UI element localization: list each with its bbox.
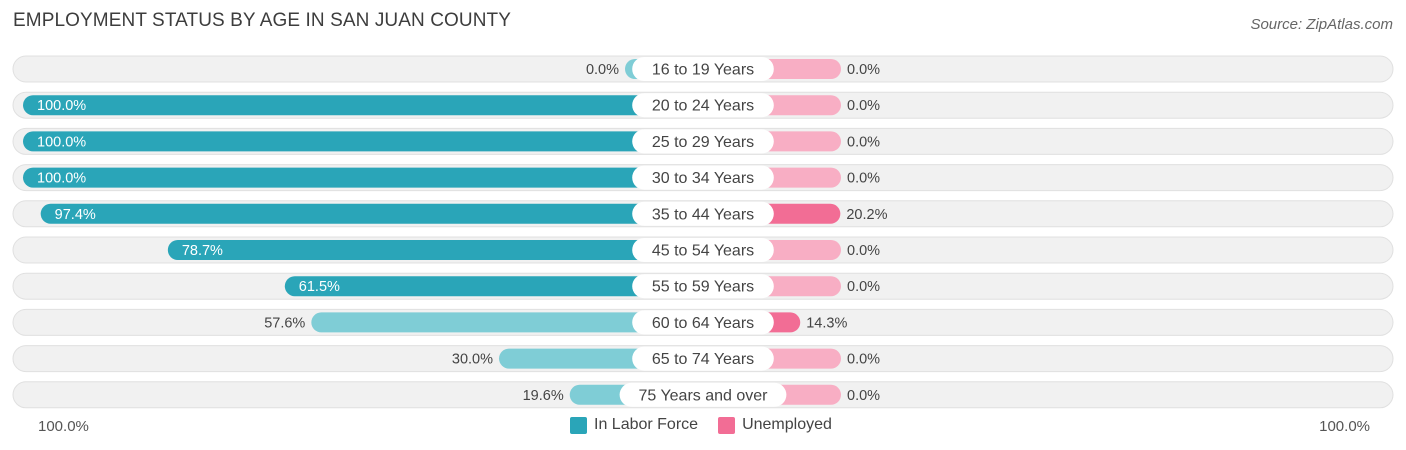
unemployed-value-label-9: 0.0%	[847, 352, 880, 368]
chart-svg: 16 to 19 Years 0.0% 0.0% 20 to 24 Years 100.…	[12, 55, 1394, 409]
labor-bar-3	[23, 131, 703, 152]
labor-value-label-1: 0.0%	[586, 62, 619, 78]
labor-value-label-2: 100.0%	[37, 98, 86, 114]
category-label-8: 60 to 64 Years	[652, 315, 754, 332]
legend-label-labor: In Labor Force	[594, 416, 699, 433]
labor-bar-2	[23, 95, 703, 116]
unemployed-value-label-4: 0.0%	[847, 171, 880, 187]
category-pill-9	[632, 346, 774, 371]
category-label-3: 25 to 29 Years	[652, 134, 754, 151]
labor-value-label-5: 97.4%	[55, 207, 96, 223]
labor-value-label-10: 19.6%	[523, 388, 564, 404]
labor-bar-5	[40, 203, 704, 224]
labor-bar-6	[167, 240, 704, 260]
category-pill-6	[632, 238, 774, 262]
category-label-7: 55 to 59 Years	[652, 279, 754, 296]
axis-left-label: 100.0%	[38, 418, 89, 435]
unemployed-value-label-6: 0.0%	[847, 243, 880, 259]
unemployed-value-label-7: 0.0%	[847, 279, 880, 295]
labor-value-label-4: 100.0%	[37, 171, 86, 187]
unemployed-value-label-3: 0.0%	[847, 134, 880, 150]
category-pill-5	[632, 201, 774, 226]
category-label-10: 75 Years and over	[639, 387, 769, 404]
category-pill-7	[632, 274, 774, 299]
category-pill-4	[632, 165, 774, 190]
legend-item-labor: In Labor Force	[570, 416, 698, 434]
unemployed-value-label-8: 14.3%	[806, 315, 847, 331]
category-label-6: 45 to 54 Years	[652, 243, 754, 260]
category-pill-8	[632, 310, 774, 335]
labor-value-label-7: 61.5%	[299, 279, 340, 295]
category-label-5: 35 to 44 Years	[652, 206, 754, 223]
category-label-9: 65 to 74 Years	[652, 351, 754, 368]
chart-title: EMPLOYMENT STATUS BY AGE IN SAN JUAN COU…	[13, 10, 512, 31]
unemployed-value-label-5: 20.2%	[846, 207, 887, 223]
unemployed-value-label-1: 0.0%	[847, 62, 880, 78]
legend-label-unemployed: Unemployed	[742, 416, 832, 433]
category-label-2: 20 to 24 Years	[652, 98, 754, 115]
axis-right-label: 100.0%	[1319, 418, 1370, 435]
labor-bar-7	[284, 276, 703, 297]
category-pill-1	[632, 57, 774, 81]
labor-value-label-8: 57.6%	[264, 315, 305, 331]
legend-item-unemployed: Unemployed	[718, 416, 832, 434]
labor-bar-4	[23, 167, 703, 188]
legend: In Labor Force Unemployed	[570, 416, 852, 434]
category-label-4: 30 to 34 Years	[652, 170, 754, 187]
unemployed-value-label-2: 0.0%	[847, 98, 880, 114]
legend-swatch-unemployed	[718, 416, 736, 434]
category-pill-3	[632, 129, 774, 154]
labor-value-label-3: 100.0%	[37, 134, 86, 150]
source-label: Source: ZipAtlas.com	[1250, 16, 1393, 33]
unemployed-value-label-10: 0.0%	[847, 388, 880, 404]
labor-value-label-6: 78.7%	[182, 243, 223, 259]
legend-swatch-labor	[570, 416, 587, 434]
category-pill-2	[632, 93, 774, 118]
category-pill-10	[619, 382, 787, 407]
labor-bar-8	[311, 312, 703, 333]
labor-value-label-9: 30.0%	[452, 352, 493, 368]
category-label-1: 16 to 19 Years	[652, 62, 754, 79]
